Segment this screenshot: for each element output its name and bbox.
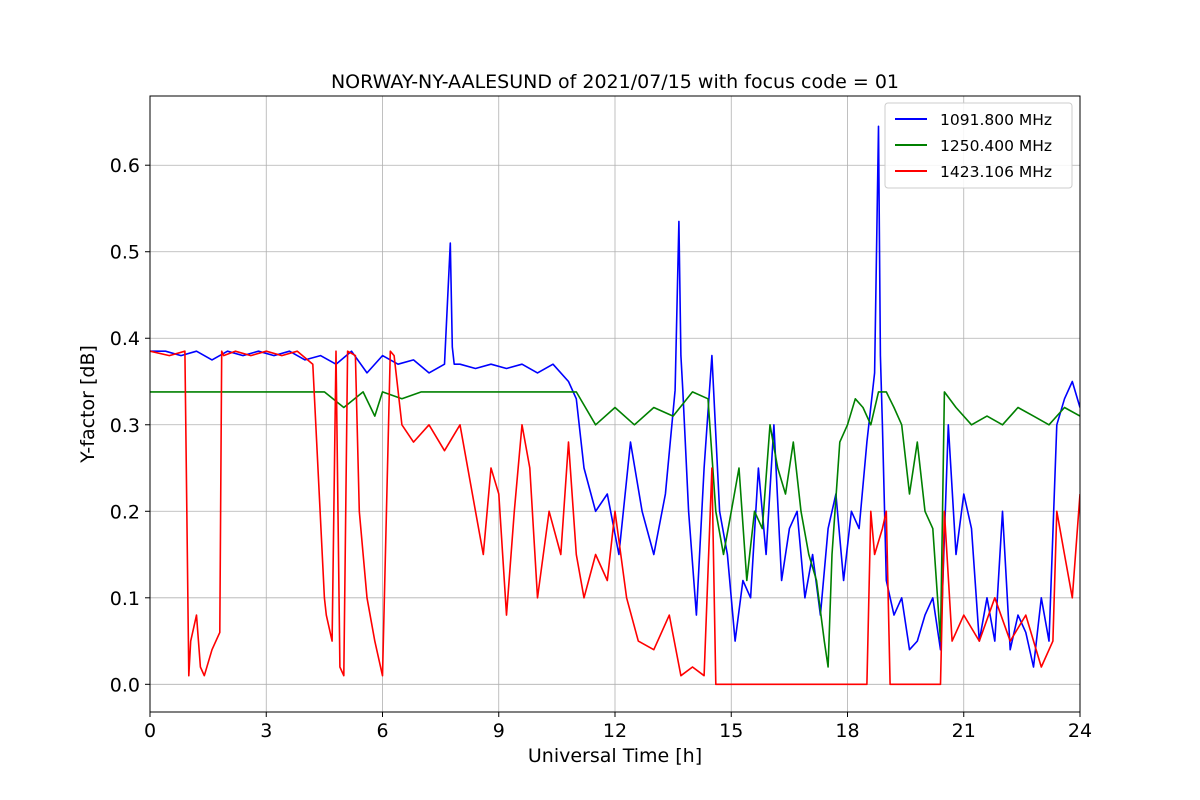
x-tick-label: 15 bbox=[719, 720, 743, 742]
series-line-2 bbox=[150, 391, 1080, 668]
y-axis: 0.0 0.1 0.2 0.3 0.4 0.5 0.6 bbox=[110, 155, 150, 696]
legend-label: 1250.400 MHz bbox=[940, 137, 1052, 155]
x-axis-label: Universal Time [h] bbox=[528, 745, 702, 767]
series-lines bbox=[150, 125, 1080, 686]
y-tick-label: 0.3 bbox=[110, 415, 140, 437]
x-tick-label: 18 bbox=[835, 720, 859, 742]
series-line-1 bbox=[150, 125, 1080, 668]
series-line-3 bbox=[150, 350, 1080, 686]
x-axis: 0 3 6 9 12 15 18 21 24 bbox=[144, 712, 1092, 742]
x-tick-label: 6 bbox=[376, 720, 388, 742]
y-tick-label: 0.0 bbox=[110, 674, 140, 696]
legend-label: 1423.106 MHz bbox=[940, 163, 1052, 181]
legend: 1091.800 MHz 1250.400 MHz 1423.106 MHz bbox=[884, 102, 1073, 189]
x-tick-label: 21 bbox=[952, 720, 976, 742]
x-tick-label: 12 bbox=[603, 720, 627, 742]
x-tick-label: 24 bbox=[1068, 720, 1092, 742]
y-tick-label: 0.2 bbox=[110, 501, 140, 523]
y-tick-label: 0.4 bbox=[110, 328, 140, 350]
x-tick-label: 0 bbox=[144, 720, 156, 742]
legend-label: 1091.800 MHz bbox=[940, 111, 1052, 129]
y-axis-label: Y-factor [dB] bbox=[77, 345, 99, 464]
y-tick-label: 0.6 bbox=[110, 155, 140, 177]
x-tick-label: 9 bbox=[493, 720, 505, 742]
x-tick-label: 3 bbox=[260, 720, 272, 742]
legend-box bbox=[884, 102, 1073, 189]
y-tick-label: 0.1 bbox=[110, 588, 140, 610]
chart-title: NORWAY-NY-AALESUND of 2021/07/15 with fo… bbox=[331, 71, 899, 93]
y-tick-label: 0.5 bbox=[110, 242, 140, 264]
